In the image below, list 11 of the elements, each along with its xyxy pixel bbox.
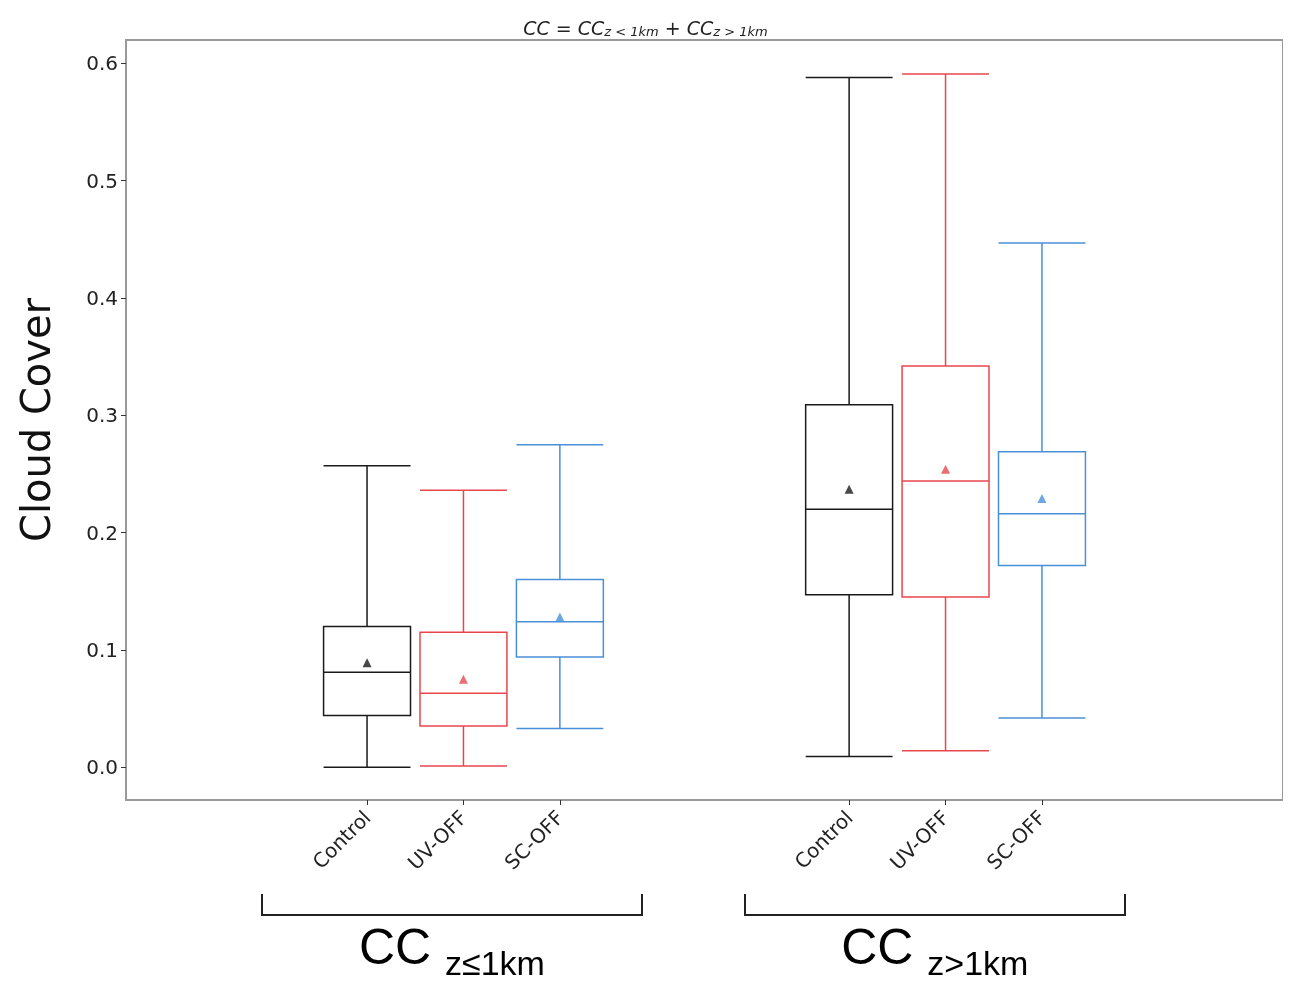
y-tick-label: 0.1 bbox=[86, 637, 118, 662]
text: CC $_{z≤1km}$ bbox=[357, 918, 546, 983]
y-tick-label: 0.3 bbox=[86, 403, 118, 428]
chart-title: CC = CCz < 1km + CCz > 1km bbox=[523, 16, 768, 39]
y-axis-title: Cloud Cover bbox=[13, 297, 59, 543]
y-tick-label: 0.5 bbox=[86, 168, 118, 193]
y-tick-label: 0.2 bbox=[86, 520, 118, 545]
y-tick-label: 0.6 bbox=[86, 51, 118, 76]
y-tick-label: 0.0 bbox=[86, 755, 118, 780]
text: CC $_{z>1km}$ bbox=[840, 918, 1030, 983]
y-tick-label: 0.4 bbox=[86, 286, 118, 311]
